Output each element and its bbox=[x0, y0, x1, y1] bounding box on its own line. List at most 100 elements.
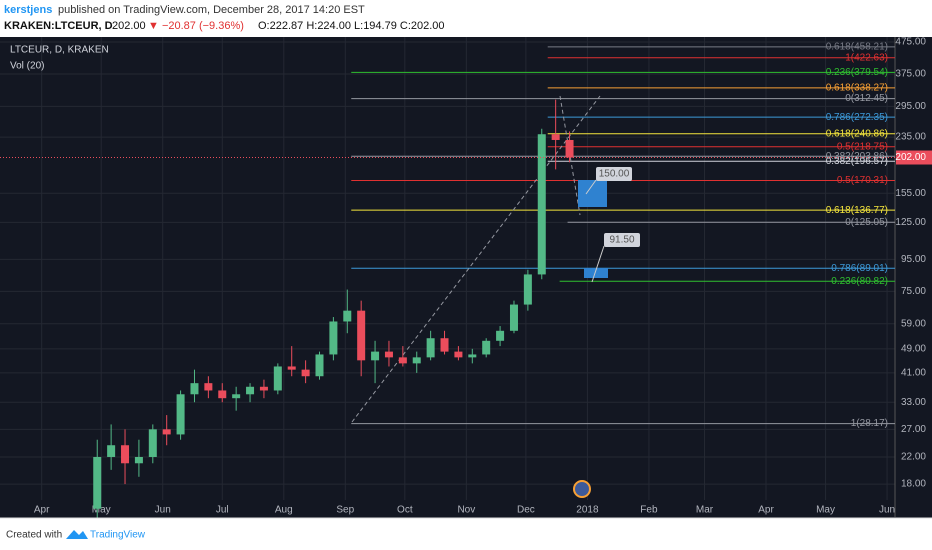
x-tick-label: Feb bbox=[640, 505, 658, 516]
candle-body bbox=[204, 383, 213, 391]
x-tick-label: May bbox=[816, 505, 835, 516]
fib-label: 1(28.17) bbox=[851, 418, 888, 429]
candle-body bbox=[357, 310, 366, 361]
y-tick-label: 375.00 bbox=[895, 69, 926, 80]
y-tick-label: 95.00 bbox=[901, 254, 926, 265]
candle-body bbox=[232, 394, 241, 399]
x-tick-label: Oct bbox=[397, 505, 413, 516]
fib-label: 0.382(196.57) bbox=[826, 156, 888, 167]
candle-body bbox=[329, 321, 338, 355]
legend-volume: Vol (20) bbox=[10, 61, 44, 72]
candle-body bbox=[121, 445, 130, 464]
candle-body bbox=[93, 456, 102, 509]
trend-line bbox=[559, 95, 581, 216]
fib-label: 0.618(240.86) bbox=[826, 128, 888, 139]
y-tick-label: 235.00 bbox=[895, 132, 926, 143]
fib-label: 0.5(218.75) bbox=[837, 141, 888, 152]
x-tick-label: Aug bbox=[275, 505, 293, 516]
x-tick-label: Nov bbox=[457, 505, 475, 516]
target-box bbox=[584, 268, 608, 278]
fib-label: 0.786(272.35) bbox=[826, 112, 888, 123]
fib-label: 0(312.45) bbox=[845, 93, 888, 104]
x-tick-label: Sep bbox=[336, 505, 354, 516]
candle-body bbox=[148, 429, 157, 457]
candle-body bbox=[218, 390, 227, 399]
fib-label: 0.618(136.77) bbox=[826, 205, 888, 216]
candle-body bbox=[565, 139, 574, 158]
target-tag bbox=[596, 167, 632, 181]
candle-body bbox=[384, 351, 393, 358]
x-tick-label: Apr bbox=[758, 505, 774, 516]
published: published on TradingView.com, December 2… bbox=[58, 4, 365, 16]
y-tick-label: 295.00 bbox=[895, 101, 926, 112]
fib-label: 0(125.05) bbox=[845, 217, 888, 228]
fib-label: 0.786(89.01) bbox=[831, 263, 888, 274]
price: 202.00 bbox=[112, 20, 146, 32]
y-tick-label: 22.00 bbox=[901, 452, 926, 463]
x-tick-label: Dec bbox=[517, 505, 535, 516]
marker-icon bbox=[573, 480, 591, 498]
logo bbox=[66, 530, 88, 539]
fib-label: 0.236(80.82) bbox=[831, 276, 888, 287]
last-price-tag bbox=[896, 150, 932, 165]
fib-label: 0.618(458.21) bbox=[826, 42, 888, 53]
fib-label: 1(422.63) bbox=[845, 52, 888, 63]
y-tick-label: 27.00 bbox=[901, 424, 926, 435]
candle-body bbox=[301, 369, 310, 377]
legend-title: LTCEUR, D, KRAKEN bbox=[10, 45, 109, 56]
candle-body bbox=[190, 383, 199, 395]
fib-label: 0.382(203.86) bbox=[826, 151, 888, 162]
ohlc: O:222.87 H:224.00 L:194.79 C:202.00 bbox=[258, 20, 445, 32]
y-tick-label: 75.00 bbox=[901, 286, 926, 297]
target-tag bbox=[604, 233, 640, 247]
candle-body bbox=[509, 304, 518, 331]
x-tick-label: 2018 bbox=[576, 505, 599, 516]
candle-body bbox=[176, 394, 185, 435]
y-tick-label: 33.00 bbox=[901, 397, 926, 408]
x-tick-label: Mar bbox=[696, 505, 714, 516]
candle-body bbox=[482, 340, 491, 355]
fib-label: 0.236(379.54) bbox=[826, 67, 888, 78]
target-label: 91.50 bbox=[609, 235, 634, 246]
y-tick-label: 475.00 bbox=[895, 37, 926, 48]
y-tick-label: 125.00 bbox=[895, 217, 926, 228]
candle-body bbox=[523, 274, 532, 305]
y-tick-label: 59.00 bbox=[901, 318, 926, 329]
y-tick-label: 49.00 bbox=[901, 343, 926, 354]
x-tick-label: Jul bbox=[216, 505, 229, 516]
target-pointer bbox=[591, 245, 605, 283]
candle-body bbox=[551, 134, 560, 140]
symbol: KRAKEN:LTCEUR, D bbox=[4, 20, 113, 32]
x-tick-label: May bbox=[92, 505, 111, 516]
footer-brand[interactable]: TradingView bbox=[90, 530, 146, 541]
target-label: 150.00 bbox=[599, 169, 630, 180]
fib-label: 0.618(338.27) bbox=[826, 83, 888, 94]
candle-body bbox=[412, 357, 421, 364]
fib-label: 0.5(170.31) bbox=[837, 175, 888, 186]
candle-body bbox=[273, 366, 282, 391]
candle-body bbox=[398, 357, 407, 364]
candle-body bbox=[440, 338, 449, 352]
x-tick-label: Jun bbox=[879, 505, 895, 516]
candle-body bbox=[468, 354, 477, 358]
candle-body bbox=[246, 386, 255, 395]
y-tick-label: 18.00 bbox=[901, 479, 926, 490]
footer-created: Created with bbox=[6, 530, 62, 541]
x-tick-label: Jun bbox=[155, 505, 171, 516]
plot: Apr May Jun Jul Aug Sep Oct Nov Dec 2018 Feb Mar Apr… bbox=[0, 37, 932, 519]
candle-body bbox=[134, 456, 143, 464]
y-tick-label: 41.00 bbox=[901, 368, 926, 379]
candle-body bbox=[287, 366, 296, 370]
change: ▼ −20.87 (−9.36%) bbox=[148, 20, 244, 32]
candle-body bbox=[496, 330, 505, 341]
candle-body bbox=[107, 445, 116, 457]
y-tick-label: 155.00 bbox=[895, 188, 926, 199]
last-price-label: 202.00 bbox=[895, 152, 926, 163]
candle-body bbox=[454, 351, 463, 358]
target-pointer bbox=[585, 179, 597, 195]
author[interactable]: kerstjens bbox=[4, 4, 52, 16]
candle-body bbox=[259, 386, 268, 391]
x-tick-label: Apr bbox=[34, 505, 50, 516]
candle-body bbox=[537, 134, 546, 275]
